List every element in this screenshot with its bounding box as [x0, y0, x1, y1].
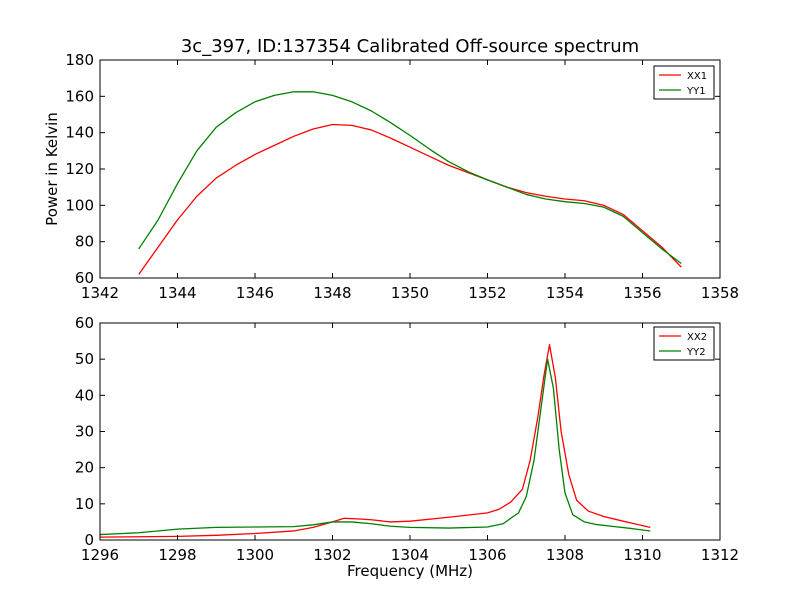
plot-area-1 — [99, 59, 721, 279]
y-tick-label: 180 — [65, 51, 94, 69]
y-tick-label: 160 — [65, 87, 94, 105]
legend-label-yy1: YY1 — [686, 86, 706, 97]
x-tick-label: 1308 — [546, 546, 584, 564]
x-tick-label: 1342 — [81, 284, 119, 302]
y-tick-label: 100 — [65, 196, 94, 214]
y-tick-label: 80 — [75, 233, 94, 251]
chart-title: 3c_397, ID:137354 Calibrated Off-source … — [181, 36, 639, 57]
y-tick-label: 40 — [75, 386, 94, 404]
y-tick-label: 140 — [65, 124, 94, 142]
y-tick-label: 20 — [75, 459, 94, 477]
y-tick-label: 60 — [75, 314, 94, 332]
legend-box — [653, 65, 715, 100]
y-tick-label: 60 — [75, 269, 94, 287]
x-tick-label: 1352 — [468, 284, 506, 302]
legend-box — [653, 326, 715, 361]
x-tick-label: 1350 — [391, 284, 429, 302]
x-tick-label: 1298 — [158, 546, 196, 564]
y-tick-label: 30 — [75, 423, 94, 441]
x-tick-label: 1356 — [623, 284, 661, 302]
legend-label-xx2: XX2 — [687, 332, 707, 343]
series-line-yy1 — [138, 91, 682, 264]
x-tick-label: 1302 — [313, 546, 351, 564]
x-tick-label: 1348 — [313, 284, 351, 302]
x-tick-label: 1306 — [468, 546, 506, 564]
x-tick-label: 1300 — [236, 546, 274, 564]
x-tick-label: 1358 — [701, 284, 739, 302]
y-tick-label: 50 — [75, 350, 94, 368]
y-tick-label: 10 — [75, 495, 94, 513]
x-tick-label: 1312 — [701, 546, 739, 564]
series-line-xx2 — [99, 344, 651, 538]
series-line-yy2 — [99, 358, 651, 536]
y-tick-label: 120 — [65, 160, 94, 178]
x-tick-label: 1310 — [623, 546, 661, 564]
x-tick-label: 1304 — [391, 546, 429, 564]
legend-label-yy2: YY2 — [686, 347, 706, 358]
x-tick-label: 1346 — [236, 284, 274, 302]
y-tick-label: 0 — [84, 531, 94, 549]
plot-area-2 — [99, 322, 721, 541]
x-tick-label: 1296 — [81, 546, 119, 564]
x-tick-label: 1344 — [158, 284, 196, 302]
x-axis-label: Frequency (MHz) — [347, 562, 473, 580]
series-line-xx1 — [138, 123, 682, 275]
legend-label-xx1: XX1 — [687, 71, 707, 82]
y-axis-label: Power in Kelvin — [43, 112, 61, 226]
x-tick-label: 1354 — [546, 284, 584, 302]
